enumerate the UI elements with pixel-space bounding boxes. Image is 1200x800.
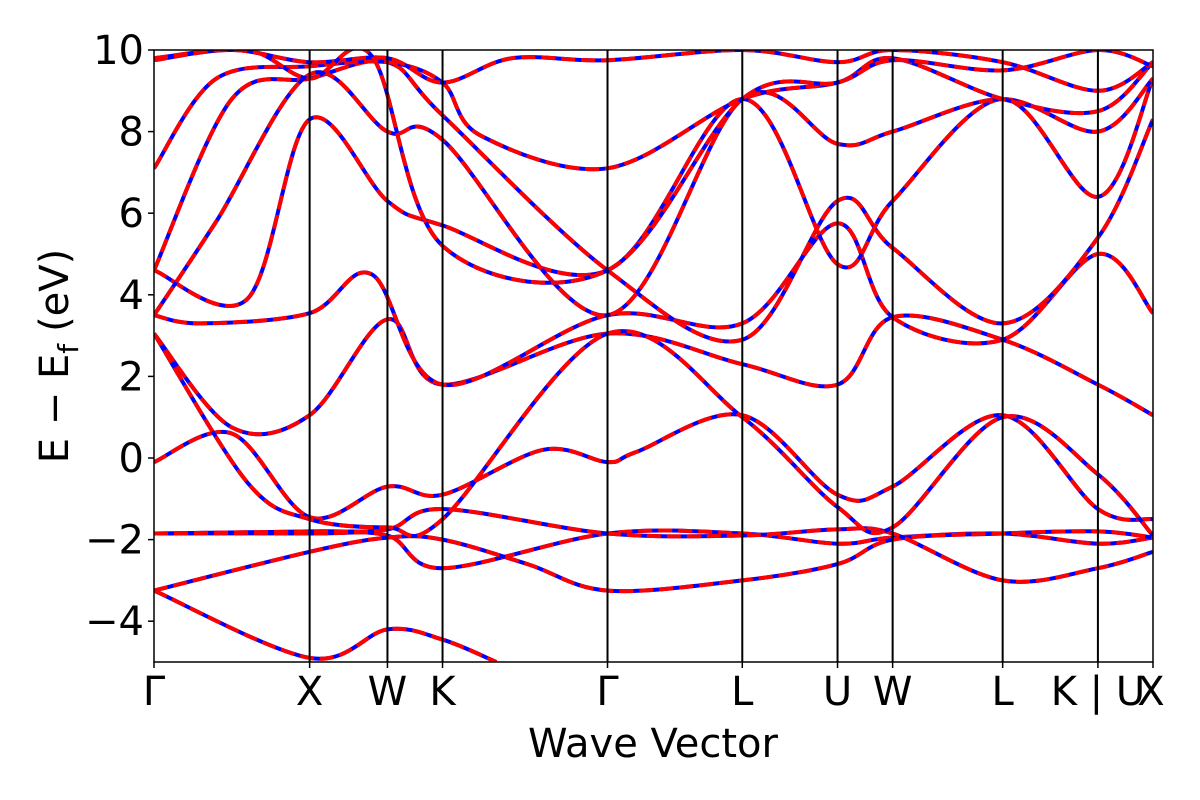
x-tick-label-4: Γ xyxy=(596,669,619,715)
x-tick-label-0: Γ xyxy=(143,669,166,715)
band-line-red-8 xyxy=(154,221,1153,387)
x-tick-label-6: U xyxy=(823,669,852,715)
y-tick-label-4: 4 xyxy=(119,273,144,319)
y-axis-title-main: E − E xyxy=(32,354,78,464)
x-tick-label-10: X xyxy=(1137,669,1164,715)
k-point-lines xyxy=(308,50,1099,662)
y-axis-title: E − Ef (eV) xyxy=(32,249,85,464)
band-line-red-7 xyxy=(154,329,1153,539)
plot-frame xyxy=(153,49,1154,663)
y-tick-label-5: 6 xyxy=(119,191,144,237)
x-tick-label-7: W xyxy=(873,669,913,715)
x-tick-label-1: X xyxy=(296,669,323,715)
band-line-red-4 xyxy=(154,506,1153,584)
x-axis-title: Wave Vector xyxy=(528,721,779,767)
y-axis-title-unit: (eV) xyxy=(32,249,78,332)
x-tick-label-3: K xyxy=(429,669,457,715)
band-line-blue-3 xyxy=(154,588,498,662)
x-tick-label-5: L xyxy=(731,669,754,715)
y-tick-label-1: −2 xyxy=(85,518,144,564)
x-tick-label-8: L xyxy=(992,669,1015,715)
y-tick-label-0: −4 xyxy=(85,599,144,645)
band-line-red-14 xyxy=(154,50,1153,285)
y-tick-label-6: 8 xyxy=(119,110,144,156)
y-tick-label-7: 10 xyxy=(93,28,144,74)
band-line-red-3 xyxy=(154,588,498,662)
y-axis-ticks: −4 −2 0 2 4 6 8 10 xyxy=(85,28,154,645)
y-axis-title-subscript: f xyxy=(52,343,85,354)
x-tick-label-9: K | U xyxy=(1051,669,1145,715)
bands-layer xyxy=(154,50,1153,662)
x-tick-label-2: W xyxy=(368,669,408,715)
y-tick-label-2: 0 xyxy=(119,436,144,482)
y-tick-label-3: 2 xyxy=(119,354,144,400)
